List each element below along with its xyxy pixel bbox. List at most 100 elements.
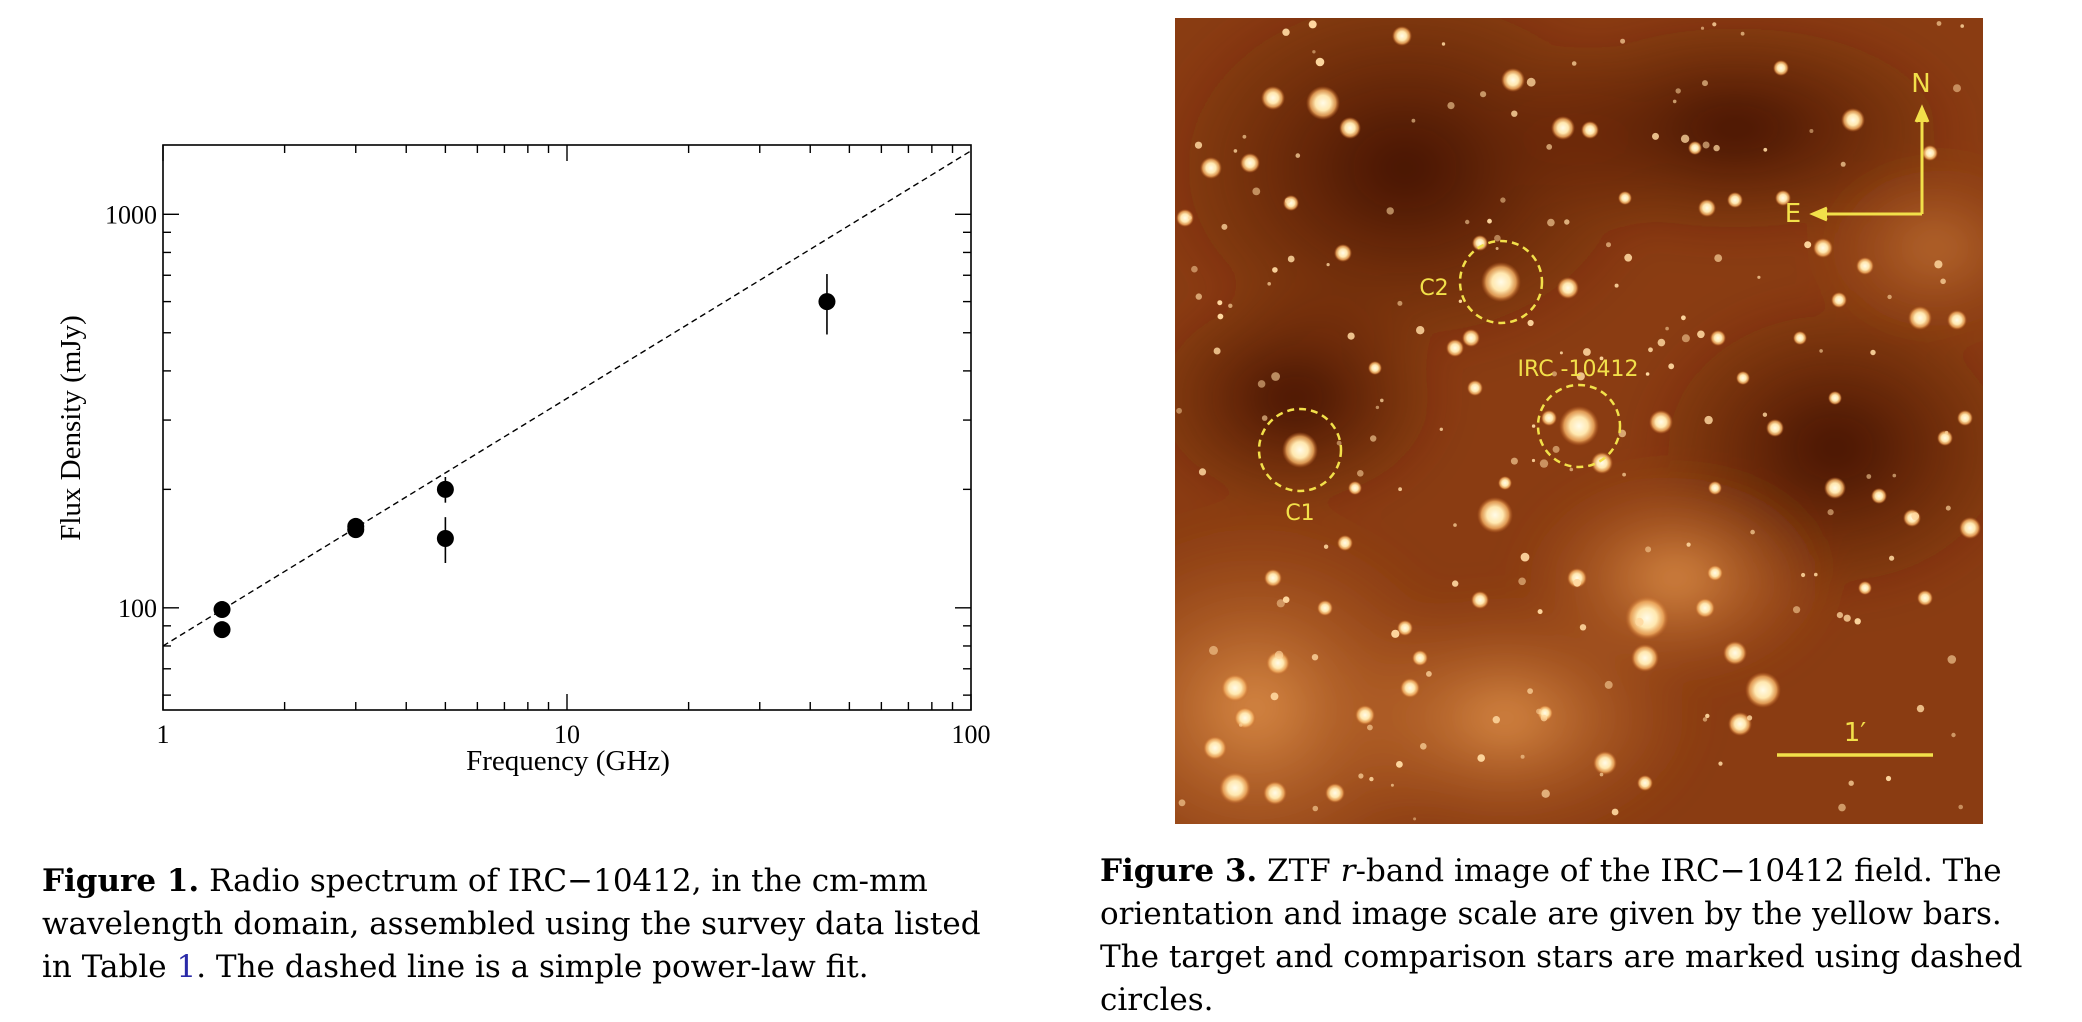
faint-star [1282, 28, 1290, 36]
faint-star [1611, 808, 1619, 816]
faint-star [1936, 21, 1942, 26]
faint-star [1713, 144, 1720, 152]
faint-star [1697, 330, 1705, 339]
compass [1809, 104, 1930, 222]
faint-star [1546, 144, 1553, 150]
star [1472, 235, 1488, 251]
faint-star [1390, 783, 1394, 787]
faint-star [1705, 713, 1710, 719]
star [1339, 117, 1361, 139]
faint-star [1276, 599, 1285, 608]
star [1581, 121, 1599, 139]
y-tick-label: 1000 [105, 200, 157, 229]
faint-star [1242, 134, 1247, 139]
star [1828, 391, 1842, 405]
faint-star [1520, 754, 1525, 759]
faint-star [1827, 509, 1834, 516]
star [1219, 772, 1251, 804]
faint-star [1357, 470, 1364, 477]
c1-circle [1257, 407, 1343, 493]
faint-star [1686, 542, 1691, 547]
faint-star [1312, 805, 1319, 812]
star [1937, 430, 1953, 446]
star [1234, 707, 1256, 729]
data-point [436, 480, 454, 498]
star [1400, 678, 1420, 698]
star [1708, 481, 1722, 495]
faint-star [1447, 102, 1455, 110]
faint-star [1672, 99, 1677, 104]
plot-border [162, 144, 972, 711]
faint-star [1270, 692, 1279, 701]
x-tick-label: 10 [554, 720, 580, 749]
star [1412, 650, 1428, 666]
faint-star [1892, 473, 1897, 478]
faint-star [1453, 523, 1457, 527]
star [1559, 406, 1599, 446]
target-circle [1536, 383, 1622, 469]
faint-star [1953, 84, 1961, 93]
faint-star [1606, 242, 1611, 248]
star [1355, 705, 1375, 725]
faint-star [1934, 260, 1943, 269]
faint-star [1465, 219, 1470, 225]
star [1541, 410, 1557, 426]
faint-star [1614, 283, 1619, 288]
faint-star [1209, 645, 1218, 655]
star [1698, 199, 1716, 217]
c2-label: C2 [1419, 276, 1448, 301]
faint-star [1195, 293, 1202, 300]
star [1649, 410, 1673, 434]
star [1695, 598, 1715, 618]
faint-star [1714, 254, 1723, 262]
faint-star [1804, 241, 1812, 249]
faint-star [1951, 732, 1956, 738]
star [1200, 157, 1222, 179]
data-point [436, 530, 454, 548]
faint-star [1559, 351, 1563, 355]
faint-star [1870, 349, 1876, 356]
faint-star [1645, 546, 1652, 553]
star [1710, 330, 1726, 346]
star [1481, 262, 1521, 302]
faint-star [1198, 468, 1207, 476]
star [1917, 590, 1933, 606]
faint-star [1547, 218, 1555, 227]
faint-star [1681, 334, 1690, 343]
faint-star [1702, 80, 1708, 87]
star [1467, 380, 1483, 396]
star [1922, 145, 1938, 161]
fit-line-layer [162, 150, 972, 647]
star [1773, 60, 1789, 76]
faint-star [1668, 363, 1675, 370]
faint-star [1252, 187, 1261, 196]
faint-star [1540, 714, 1548, 722]
faint-star [1217, 300, 1223, 306]
star [1728, 712, 1752, 736]
faint-star [1452, 580, 1459, 587]
faint-star [1217, 313, 1224, 320]
faint-star [1836, 612, 1843, 619]
faint-star [1477, 754, 1485, 762]
star [1261, 86, 1285, 110]
faint-star [1750, 529, 1755, 535]
x-tick-label: 1 [157, 720, 170, 749]
faint-star [1458, 299, 1463, 303]
faint-star [1583, 348, 1591, 356]
table-ref-link[interactable]: 1 [176, 949, 197, 985]
faint-star [1763, 147, 1768, 152]
figure3-label: Figure 3. [1100, 853, 1258, 889]
faint-star [1367, 724, 1373, 731]
star [1858, 581, 1872, 595]
faint-star [1704, 415, 1713, 425]
faint-star [1527, 319, 1534, 327]
star [1824, 477, 1846, 499]
faint-star [1213, 347, 1221, 355]
faint-star [1622, 472, 1626, 477]
faint-star [1336, 440, 1342, 446]
star [1745, 672, 1781, 708]
faint-star [1599, 772, 1604, 777]
faint-star [1712, 22, 1717, 27]
faint-star [1326, 263, 1330, 267]
star [1727, 192, 1743, 208]
